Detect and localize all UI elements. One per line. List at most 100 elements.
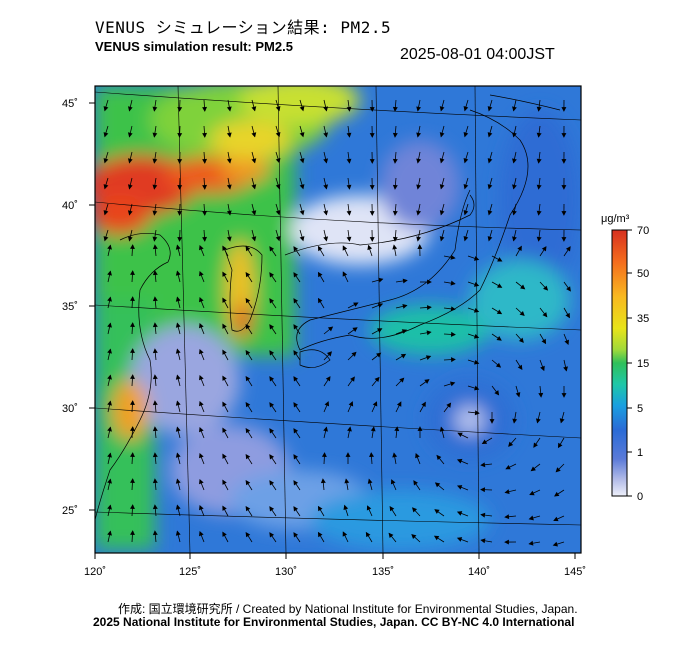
wind-arrow-head (536, 132, 542, 138)
wind-arrow-head (497, 283, 503, 288)
wind-arrow-head (130, 296, 135, 302)
wind-arrow-head (563, 366, 568, 372)
wind-arrow-head (226, 184, 232, 190)
concentration-field (95, 86, 581, 553)
wind-arrow-head (269, 454, 275, 460)
wind-arrow-head (222, 531, 227, 537)
wind-arrow-head (561, 185, 567, 190)
timestamp: 2025-08-01 04:00JST (400, 46, 555, 63)
wind-arrow-head (496, 336, 502, 341)
wind-arrow-head (528, 515, 534, 521)
wind-arrow-head (152, 184, 158, 190)
wind-arrow-head (222, 401, 227, 407)
wind-arrow-head (533, 442, 538, 448)
wind-arrow-head (517, 245, 522, 251)
wind-arrow-head (377, 328, 383, 333)
wind-arrow-head (175, 296, 181, 302)
wind-arrow-head (416, 236, 422, 242)
wind-arrow-head (426, 330, 432, 336)
wind-arrow-head (450, 306, 456, 312)
lon-tick-120: 120˚ (84, 566, 106, 578)
wind-arrow-head (127, 236, 133, 242)
wind-arrow-head (392, 184, 398, 190)
colorbar-label-70: 70 (637, 225, 649, 237)
wind-arrow-head (323, 106, 329, 112)
wind-arrow-head (107, 530, 112, 536)
lon-tick-145: 145˚ (564, 566, 586, 578)
wind-arrow-head (222, 297, 227, 303)
wind-arrow-head (369, 107, 375, 112)
wind-arrow-head (346, 132, 352, 138)
wind-arrow-head (323, 210, 329, 216)
wind-arrow-head (127, 106, 133, 112)
wind-arrow-head (474, 359, 480, 365)
wind-arrow-head (245, 349, 251, 356)
wind-arrow-head (222, 375, 227, 381)
wind-arrow-head (127, 184, 133, 190)
wind-arrow-head (565, 246, 571, 252)
colorbar-label-50: 50 (637, 268, 649, 280)
wind-arrow-head (245, 297, 251, 304)
wind-arrow-head (392, 452, 398, 458)
wind-arrow-head (350, 376, 355, 382)
wind-arrow-head (199, 270, 204, 277)
wind-arrow-head (561, 159, 567, 164)
wind-arrow-head (369, 159, 375, 164)
wind-arrow-head (269, 480, 275, 486)
wind-arrow-head (542, 312, 548, 318)
wind-arrow-head (434, 482, 441, 488)
wind-arrow-head (439, 210, 445, 216)
wind-arrow-head (463, 106, 469, 112)
wind-arrow-head (130, 374, 135, 380)
wind-arrow-head (130, 478, 135, 484)
wind-arrow-head (245, 323, 251, 330)
wind-arrow-head (251, 106, 257, 112)
wind-arrow-head (427, 279, 432, 285)
wind-arrow-head (222, 427, 227, 433)
wind-arrow-head (400, 353, 407, 359)
wind-arrow-head (536, 236, 542, 242)
wind-arrow-head (346, 236, 352, 242)
wind-arrow-head (481, 439, 488, 445)
wind-arrow-head (390, 479, 396, 485)
wind-arrow-head (323, 132, 329, 138)
wind-arrow-head (463, 210, 469, 216)
wind-arrow-head (541, 246, 547, 252)
wind-arrow-head (226, 132, 232, 138)
wind-vectors (103, 99, 571, 547)
wind-arrow-head (456, 511, 463, 516)
wind-arrow-head (152, 478, 158, 484)
wind-arrow-head (450, 381, 456, 387)
wind-arrow-head (378, 277, 384, 283)
wind-arrow-head (376, 352, 382, 358)
lon-tick-135: 135˚ (372, 566, 394, 578)
wind-arrow-head (535, 418, 541, 424)
wind-arrow-head (425, 355, 432, 360)
wind-arrow-head (199, 322, 204, 329)
lat-tick-35: 35˚ (62, 301, 78, 313)
wind-arrow-head (457, 432, 463, 438)
wind-arrow-head (317, 245, 323, 252)
wind-arrow-head (107, 374, 112, 380)
wind-arrow-head (251, 236, 257, 242)
wind-arrow-head (202, 158, 208, 164)
wind-arrow-head (103, 184, 109, 190)
wind-arrow-head (342, 245, 348, 251)
wind-arrow-head (372, 401, 378, 407)
colorbar-scale (611, 229, 628, 497)
wind-arrow-head (487, 210, 493, 216)
wind-arrow-head (222, 245, 227, 251)
wind-arrow-head (269, 506, 275, 512)
coastlines (95, 94, 561, 521)
wind-arrow-head (367, 244, 373, 251)
wind-arrow-head (504, 514, 510, 520)
wind-arrow-head (377, 303, 384, 308)
wind-arrow-head (396, 401, 402, 407)
wind-arrow-head (269, 532, 275, 538)
wind-arrow-head (299, 132, 305, 138)
wind-arrow-head (175, 400, 181, 406)
wind-arrow-head (463, 158, 469, 164)
wind-arrow-head (152, 374, 158, 380)
wind-arrow-head (365, 531, 371, 538)
colorbar-label-0: 0 (637, 491, 643, 503)
